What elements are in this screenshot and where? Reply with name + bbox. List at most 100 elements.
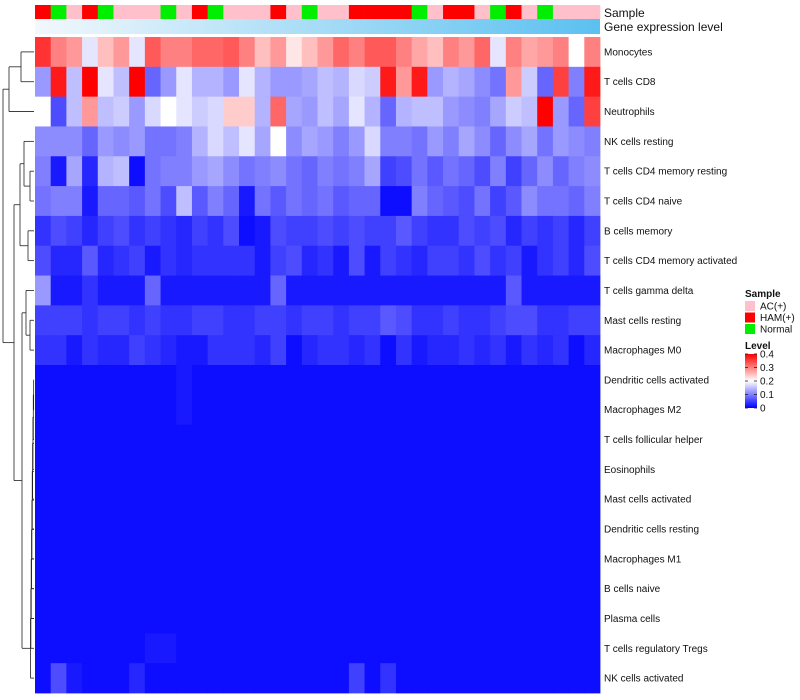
heatmap-cell [176, 365, 193, 396]
heatmap-cell [35, 514, 52, 545]
heatmap-cell [191, 156, 209, 187]
heatmap-cell [144, 275, 161, 306]
heatmap-cell [223, 543, 240, 575]
heatmap-cell [191, 66, 209, 98]
heatmap-cell [50, 603, 67, 634]
heatmap-cell [160, 275, 177, 306]
heatmap-cell [239, 245, 256, 276]
heatmap-cell [505, 424, 522, 455]
heatmap-cell [286, 186, 303, 217]
heatmap-cell [223, 394, 240, 426]
sample-annotation-cell [66, 5, 83, 19]
heatmap-cell [301, 215, 318, 247]
heatmap-cell [66, 365, 83, 396]
heatmap-cell [66, 424, 83, 455]
heatmap-cell [505, 573, 522, 604]
heatmap-cell [505, 633, 522, 664]
heatmap-cell [521, 156, 538, 187]
heatmap-cell [97, 215, 114, 247]
heatmap-cell [521, 37, 538, 68]
heatmap-cell [490, 305, 507, 336]
heatmap-cell [207, 543, 224, 575]
heatmap-cell [286, 633, 303, 664]
heatmap-cell [160, 156, 177, 187]
heatmap-cell [35, 484, 52, 515]
heatmap-cell [66, 663, 83, 694]
heatmap-cell [443, 335, 460, 366]
heatmap-cell [50, 543, 67, 575]
sample-annotation-title: Sample [604, 6, 645, 20]
heatmap-cell [568, 275, 585, 306]
heatmap-cell [411, 335, 428, 366]
heatmap-cell [443, 126, 460, 157]
heatmap-cell [458, 514, 475, 545]
heatmap-cell [97, 126, 114, 157]
heatmap-cell [239, 37, 256, 68]
heatmap-cell [458, 454, 475, 485]
heatmap-cell [113, 454, 130, 485]
heatmap-cell [223, 335, 240, 366]
sample-annotation-cell [239, 5, 256, 19]
heatmap-cell [584, 573, 601, 604]
sample-annotation-cell [552, 5, 569, 19]
heatmap-cell [207, 603, 224, 634]
heatmap-cell [129, 156, 146, 187]
heatmap-cell [254, 663, 271, 694]
heatmap-cell [160, 215, 177, 247]
heatmap-cell [505, 66, 522, 98]
heatmap-cell [568, 454, 585, 485]
heatmap-cell [395, 514, 413, 545]
heatmap-cell [286, 454, 303, 485]
heatmap-cell [537, 275, 554, 306]
heatmap-cell [537, 633, 554, 664]
heatmap-cell [144, 394, 161, 426]
heatmap-cell [537, 156, 554, 187]
heatmap-cell [395, 543, 413, 575]
heatmap-cell [317, 424, 334, 455]
heatmap-cell [207, 305, 224, 336]
heatmap-cell [364, 514, 381, 545]
heatmap-cell [301, 66, 318, 98]
heatmap-cell [521, 603, 538, 634]
heatmap-cell [364, 365, 381, 396]
sample-annotation-cell [474, 5, 491, 19]
heatmap-cell [270, 663, 287, 694]
heatmap-cell [443, 454, 460, 485]
heatmap-cell [380, 275, 397, 306]
heatmap-cell [50, 66, 67, 98]
heatmap-cell [144, 573, 161, 604]
heatmap-cell [207, 215, 224, 247]
heatmap-cell [505, 603, 522, 634]
heatmap-cell [176, 573, 193, 604]
heatmap-cell [584, 96, 601, 127]
heatmap-cell [66, 335, 83, 366]
heatmap-cell [129, 365, 146, 396]
row-label: Macrophages M0 [604, 346, 682, 357]
heatmap-cell [50, 394, 67, 426]
heatmap-cell [129, 66, 146, 98]
heatmap-cell [50, 245, 67, 276]
heatmap-cell [443, 66, 460, 98]
heatmap-cell [82, 573, 99, 604]
sample-annotation-cell [333, 5, 350, 19]
heatmap-cell [380, 186, 397, 217]
heatmap-cell [144, 454, 161, 485]
heatmap-cell [97, 96, 114, 127]
heatmap-cell [443, 663, 460, 694]
heatmap-cell [333, 335, 350, 366]
heatmap-cell [568, 633, 585, 664]
heatmap-cell [35, 335, 52, 366]
heatmap-cell [286, 484, 303, 515]
heatmap-cell [207, 275, 224, 306]
heatmap-cell [254, 543, 271, 575]
heatmap-cell [317, 454, 334, 485]
heatmap-cell [270, 424, 287, 455]
heatmap-cell [380, 215, 397, 247]
heatmap-cell [223, 37, 240, 68]
heatmap-cell [474, 156, 491, 187]
heatmap-cell [35, 245, 52, 276]
heatmap-cell [364, 454, 381, 485]
heatmap-cell [254, 186, 271, 217]
heatmap-cell [35, 394, 52, 426]
